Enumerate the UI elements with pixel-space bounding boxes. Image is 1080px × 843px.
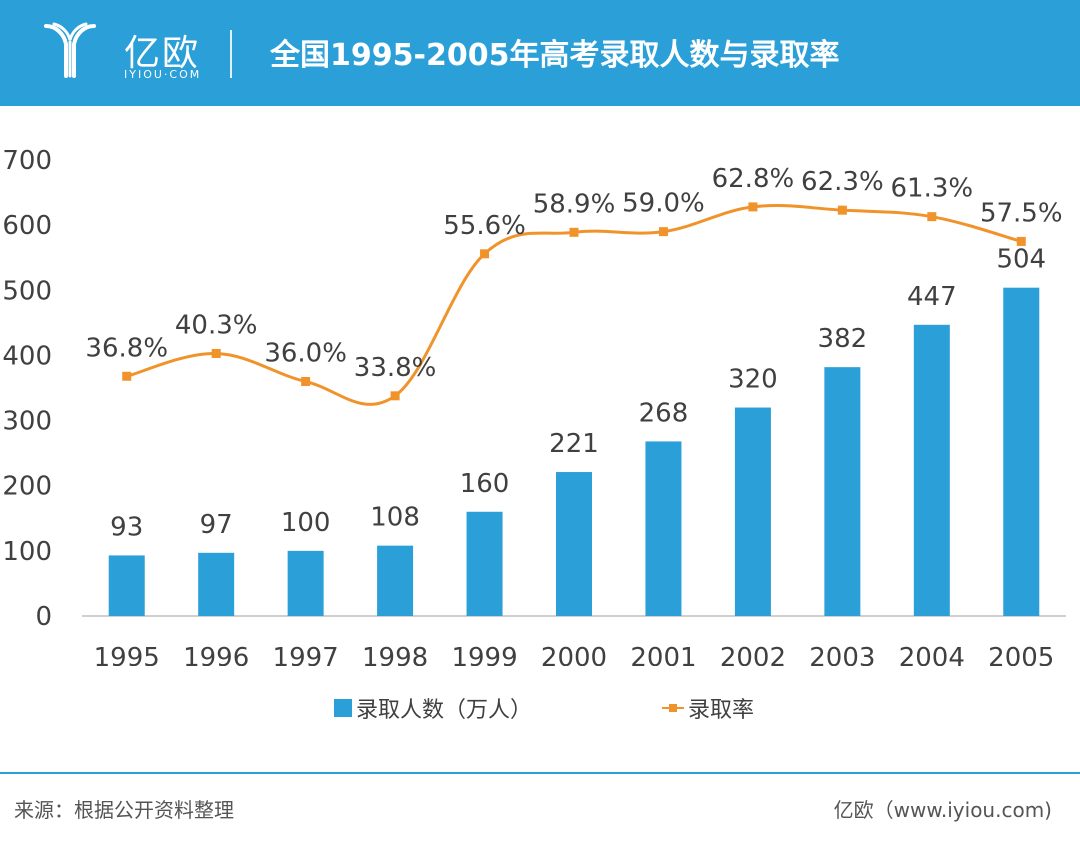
legend-label-rate: 录取率	[688, 698, 755, 723]
bar	[287, 550, 324, 616]
rate-value-label: 61.3%	[891, 174, 974, 204]
x-tick-label: 2002	[720, 643, 786, 666]
legend-item-admissions: 录取人数（万人）	[334, 692, 532, 724]
rate-line	[126, 204, 1022, 406]
rate-value-label: 57.5%	[980, 198, 1063, 228]
bar-value-label: 160	[460, 469, 510, 499]
y-tick-label: 500	[2, 276, 52, 306]
rate-value-label: 62.8%	[712, 164, 795, 194]
header-divider	[230, 30, 232, 78]
logo: 亿欧 IYIOU·COM	[42, 18, 227, 88]
bar-value-label: 320	[728, 365, 778, 395]
x-tick-label: 1995	[94, 643, 160, 666]
y-tick-label: 700	[2, 146, 52, 176]
iyiou-logo-icon	[44, 22, 96, 78]
y-tick-label: 400	[2, 341, 52, 371]
bar-value-label: 221	[549, 429, 599, 459]
rate-point	[569, 227, 579, 237]
rate-value-label: 59.0%	[622, 189, 705, 219]
chart-legend: 录取人数（万人） 录取率	[0, 690, 1080, 730]
rate-point	[1016, 236, 1026, 246]
rate-point	[301, 376, 311, 386]
header-banner: 亿欧 IYIOU·COM 全国1995-2005年高考录取人数与录取率	[0, 0, 1080, 106]
rate-point	[122, 371, 132, 381]
x-tick-label: 2000	[541, 643, 607, 666]
y-tick-label: 100	[2, 537, 52, 567]
x-tick-label: 2001	[630, 643, 696, 666]
logo-subtext: IYIOU·COM	[124, 68, 202, 81]
bar-value-label: 504	[996, 245, 1046, 275]
bar	[556, 472, 592, 616]
rate-value-label: 36.0%	[264, 338, 347, 368]
bar-value-label: 447	[907, 282, 957, 312]
logo-text: 亿欧	[124, 33, 201, 74]
rate-value-label: 58.9%	[533, 189, 616, 219]
x-tick-label: 2003	[809, 643, 875, 666]
bar	[377, 545, 414, 616]
x-tick-label: 2005	[988, 643, 1054, 666]
legend-line-swatch	[662, 699, 684, 717]
bar-value-label: 93	[110, 512, 143, 542]
site-credit: 亿欧（www.iyiou.com)	[833, 798, 1052, 822]
rate-value-label: 33.8%	[354, 353, 437, 383]
bar	[198, 552, 235, 616]
legend-item-rate: 录取率	[662, 692, 754, 724]
y-tick-label: 0	[35, 602, 52, 632]
rate-value-label: 36.8%	[85, 333, 168, 363]
bar	[1003, 287, 1040, 616]
rate-point	[748, 202, 758, 212]
bar	[824, 367, 861, 616]
y-tick-label: 300	[2, 407, 52, 437]
rate-value-label: 55.6%	[443, 211, 526, 241]
x-tick-label: 1996	[183, 643, 249, 666]
rate-point	[837, 205, 847, 215]
page-title: 全国1995-2005年高考录取人数与录取率	[270, 38, 840, 73]
footer-divider	[0, 772, 1080, 774]
legend-label-admissions: 录取人数（万人）	[356, 698, 533, 723]
rate-point	[390, 391, 400, 401]
bar-value-label: 97	[200, 510, 233, 540]
bar	[108, 555, 145, 616]
rate-value-label: 40.3%	[175, 310, 258, 340]
bar-value-label: 100	[281, 508, 331, 538]
bar-value-label: 108	[370, 503, 420, 533]
y-tick-label: 200	[2, 472, 52, 502]
x-tick-label: 1997	[273, 643, 339, 666]
rate-point	[658, 227, 668, 237]
source-note: 来源：根据公开资料整理	[14, 798, 234, 822]
bar	[645, 441, 682, 616]
rate-point	[211, 348, 221, 358]
chart: 0 100 200 300 400 500 600 700 93 97 100 108 160 221 26…	[2, 146, 1066, 666]
bar-value-label: 268	[639, 398, 689, 428]
x-tick-label: 1999	[451, 643, 517, 666]
y-tick-label: 600	[2, 211, 52, 241]
bar	[913, 324, 950, 616]
legend-bar-swatch	[334, 699, 352, 717]
rate-point	[927, 212, 937, 222]
bar	[466, 511, 503, 616]
rate-value-label: 62.3%	[801, 167, 884, 197]
bar	[734, 407, 771, 616]
rate-point	[480, 249, 490, 259]
x-tick-label: 2004	[899, 643, 965, 666]
x-tick-label: 1998	[362, 643, 428, 666]
bar-value-label: 382	[818, 324, 868, 354]
